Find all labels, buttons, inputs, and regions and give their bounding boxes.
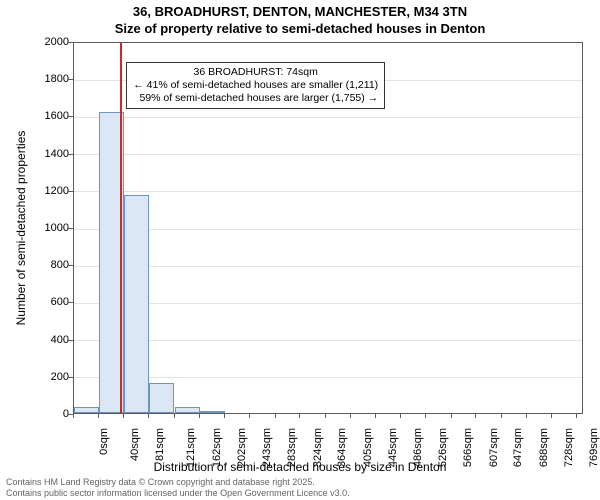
x-tick-label: 364sqm [337, 428, 349, 467]
y-tick-mark [68, 340, 73, 341]
y-tick-mark [68, 302, 73, 303]
y-tick-label: 2000 [39, 36, 69, 48]
gridline [74, 377, 582, 378]
x-tick-label: 566sqm [462, 428, 474, 467]
histogram-bar [74, 407, 99, 413]
x-tick-mark [224, 413, 225, 418]
x-axis-label: Distribution of semi-detached houses by … [0, 460, 600, 474]
y-tick-label: 1200 [39, 185, 69, 197]
x-tick-mark [350, 413, 351, 418]
x-tick-label: 81sqm [154, 428, 166, 461]
x-tick-mark [576, 413, 577, 418]
y-tick-mark [68, 42, 73, 43]
y-axis-label: Number of semi-detached properties [14, 33, 28, 228]
y-tick-label: 0 [39, 408, 69, 420]
gridline [74, 154, 582, 155]
plot-area: 36 BROADHURST: 74sqm← 41% of semi-detach… [73, 42, 583, 414]
x-tick-mark [375, 413, 376, 418]
x-tick-mark [98, 413, 99, 418]
gridline [74, 191, 582, 192]
x-tick-mark [501, 413, 502, 418]
footer-attribution: Contains HM Land Registry data © Crown c… [6, 477, 350, 498]
y-tick-mark [68, 265, 73, 266]
annotation-box: 36 BROADHURST: 74sqm← 41% of semi-detach… [126, 62, 385, 109]
x-tick-mark [249, 413, 250, 418]
x-tick-label: 324sqm [312, 428, 324, 467]
x-tick-mark [275, 413, 276, 418]
y-tick-mark [68, 377, 73, 378]
y-tick-label: 1000 [39, 222, 69, 234]
gridline [74, 117, 582, 118]
x-tick-label: 526sqm [437, 428, 449, 467]
x-tick-mark [199, 413, 200, 418]
y-tick-label: 1600 [39, 110, 69, 122]
y-tick-mark [68, 191, 73, 192]
annotation-line: ← 41% of semi-detached houses are smalle… [133, 79, 378, 92]
x-tick-mark [174, 413, 175, 418]
gridline [74, 303, 582, 304]
x-tick-label: 283sqm [286, 428, 298, 467]
y-tick-label: 800 [39, 259, 69, 271]
y-tick-label: 400 [39, 334, 69, 346]
x-tick-label: 405sqm [362, 428, 374, 467]
x-tick-mark [451, 413, 452, 418]
histogram-bar [200, 411, 225, 413]
y-tick-mark [68, 79, 73, 80]
y-tick-label: 1400 [39, 148, 69, 160]
x-tick-label: 40sqm [129, 428, 141, 461]
footer-line-2: Contains public sector information licen… [6, 488, 350, 498]
x-tick-mark [400, 413, 401, 418]
annotation-line: 59% of semi-detached houses are larger (… [133, 92, 378, 105]
y-tick-label: 600 [39, 296, 69, 308]
chart-title-sub: Size of property relative to semi-detach… [0, 21, 600, 36]
gridline [74, 266, 582, 267]
x-tick-mark [526, 413, 527, 418]
x-tick-label: 688sqm [538, 428, 550, 467]
x-tick-label: 445sqm [387, 428, 399, 467]
x-tick-label: 0sqm [98, 428, 110, 455]
y-tick-mark [68, 228, 73, 229]
x-tick-label: 486sqm [412, 428, 424, 467]
chart-title-main: 36, BROADHURST, DENTON, MANCHESTER, M34 … [0, 4, 600, 19]
annotation-line: 36 BROADHURST: 74sqm [133, 66, 378, 79]
gridline [74, 340, 582, 341]
y-tick-label: 200 [39, 371, 69, 383]
x-tick-mark [299, 413, 300, 418]
x-tick-label: 728sqm [563, 428, 575, 467]
x-tick-label: 607sqm [488, 428, 500, 467]
y-tick-mark [68, 154, 73, 155]
x-tick-label: 647sqm [513, 428, 525, 467]
x-tick-mark [148, 413, 149, 418]
x-tick-mark [73, 413, 74, 418]
x-tick-label: 121sqm [185, 428, 197, 467]
footer-line-1: Contains HM Land Registry data © Crown c… [6, 477, 350, 487]
y-tick-label: 1800 [39, 73, 69, 85]
x-tick-label: 162sqm [211, 428, 223, 467]
x-tick-label: 243sqm [261, 428, 273, 467]
histogram-bar [175, 407, 200, 413]
y-tick-mark [68, 116, 73, 117]
x-tick-mark [123, 413, 124, 418]
histogram-bar [149, 383, 174, 413]
histogram-bar [124, 195, 149, 413]
x-tick-mark [325, 413, 326, 418]
gridline [74, 229, 582, 230]
x-tick-mark [551, 413, 552, 418]
x-tick-label: 202sqm [236, 428, 248, 467]
x-tick-mark [425, 413, 426, 418]
x-tick-label: 769sqm [588, 428, 600, 467]
reference-line [120, 43, 122, 413]
x-tick-mark [475, 413, 476, 418]
